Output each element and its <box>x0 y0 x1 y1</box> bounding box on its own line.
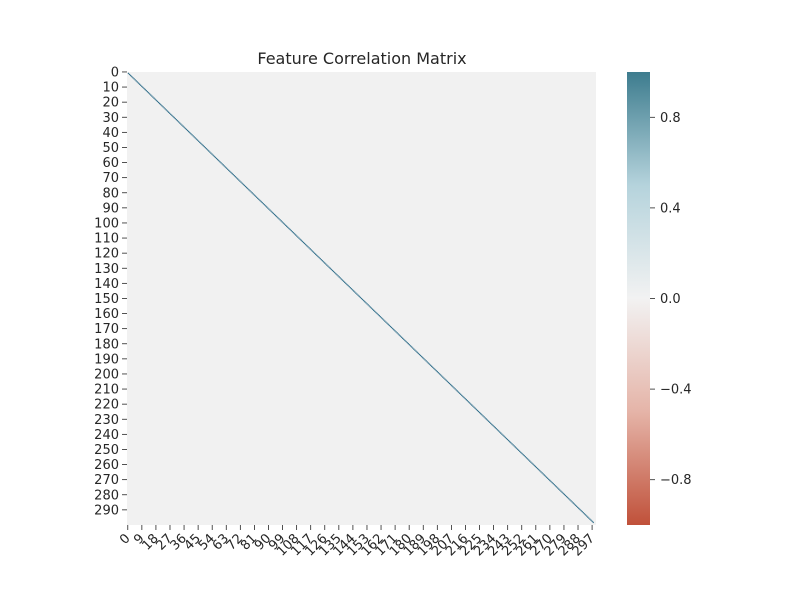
x-axis-ticks: 0918273645546372819099108117126135144153… <box>117 525 598 559</box>
y-tick-label: 170 <box>94 322 119 337</box>
y-tick-label: 50 <box>102 141 119 156</box>
correlation-diagonal <box>127 72 595 524</box>
y-tick-label: 140 <box>94 277 119 292</box>
chart-title: Feature Correlation Matrix <box>257 49 466 68</box>
colorbar-tick-label: 0.8 <box>660 111 681 126</box>
y-axis-ticks: 0102030405060708090100110120130140150160… <box>94 65 127 518</box>
colorbar-ticks: 0.8 0.4 0.0 −0.4 −0.8 <box>650 111 692 488</box>
y-tick-label: 0 <box>111 65 119 80</box>
y-tick-label: 150 <box>94 292 119 307</box>
y-tick-label: 240 <box>94 428 119 443</box>
colorbar-tick-label: −0.4 <box>660 383 692 398</box>
x-tick-label: 0 <box>117 531 133 547</box>
y-tick-label: 30 <box>102 111 119 126</box>
colorbar <box>627 72 650 525</box>
y-tick-label: 110 <box>94 232 119 247</box>
y-tick-label: 200 <box>94 367 119 382</box>
y-tick-label: 90 <box>102 201 119 216</box>
y-tick-label: 160 <box>94 307 119 322</box>
colorbar-tick-label: 0.4 <box>660 201 681 216</box>
colorbar-tick-label: 0.0 <box>660 292 681 307</box>
y-tick-label: 210 <box>94 383 119 398</box>
y-tick-label: 60 <box>102 156 119 171</box>
y-tick-label: 230 <box>94 413 119 428</box>
y-tick-label: 270 <box>94 473 119 488</box>
y-tick-label: 20 <box>102 96 119 111</box>
y-tick-label: 40 <box>102 126 119 141</box>
y-tick-label: 70 <box>102 171 119 186</box>
y-tick-label: 220 <box>94 398 119 413</box>
y-tick-label: 250 <box>94 443 119 458</box>
y-tick-label: 100 <box>94 216 119 231</box>
y-tick-label: 190 <box>94 352 119 367</box>
y-tick-label: 280 <box>94 488 119 503</box>
y-tick-label: 80 <box>102 186 119 201</box>
y-tick-label: 120 <box>94 247 119 262</box>
colorbar-tick-label: −0.8 <box>660 473 692 488</box>
y-tick-label: 260 <box>94 458 119 473</box>
y-tick-label: 290 <box>94 503 119 518</box>
y-tick-label: 180 <box>94 337 119 352</box>
y-tick-label: 130 <box>94 262 119 277</box>
y-tick-label: 10 <box>102 81 119 96</box>
